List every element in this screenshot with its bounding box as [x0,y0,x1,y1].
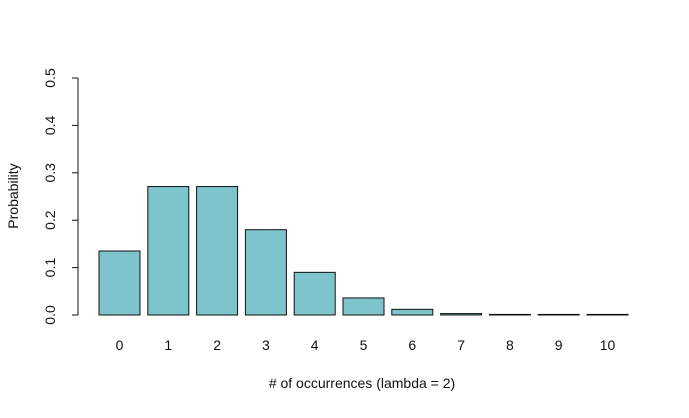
x-tick-label: 1 [164,337,172,353]
bar-5 [342,297,385,316]
x-tick-label: 7 [457,337,465,353]
x-axis-label: # of occurrences (lambda = 2) [269,375,455,391]
bar-1 [147,186,190,316]
x-tick-label: 6 [408,337,416,353]
x-tick-label: 3 [262,337,270,353]
y-tick-label: 0.3 [42,163,58,183]
bar-3 [244,229,287,316]
bar-0 [98,250,141,316]
y-axis: 0.0 0.1 0.2 0.3 0.4 0.5 [42,68,79,325]
x-tick-labels: 0 1 2 3 4 5 6 7 8 9 10 [116,337,616,353]
x-tick-label: 4 [311,337,319,353]
x-tick-label: 2 [213,337,221,353]
y-tick-label: 0.1 [42,258,58,278]
bar-6 [391,308,434,316]
bar-7 [440,313,483,316]
y-tick-label: 0.2 [42,210,58,230]
x-tick-label: 0 [116,337,124,353]
x-tick-label: 10 [600,337,616,353]
x-tick-label: 9 [555,337,563,353]
x-tick-label: 8 [506,337,514,353]
y-tick-label: 0.4 [42,115,58,135]
bar-4 [293,271,336,316]
x-tick-label: 5 [360,337,368,353]
bar-8 [488,313,531,316]
bars [98,186,629,316]
y-tick-label: 0.5 [42,68,58,88]
bar-10 [586,313,629,316]
bar-2 [196,186,239,316]
y-tick-label: 0.0 [42,305,58,325]
bar-9 [537,313,580,316]
y-axis-label: Probability [5,163,21,228]
